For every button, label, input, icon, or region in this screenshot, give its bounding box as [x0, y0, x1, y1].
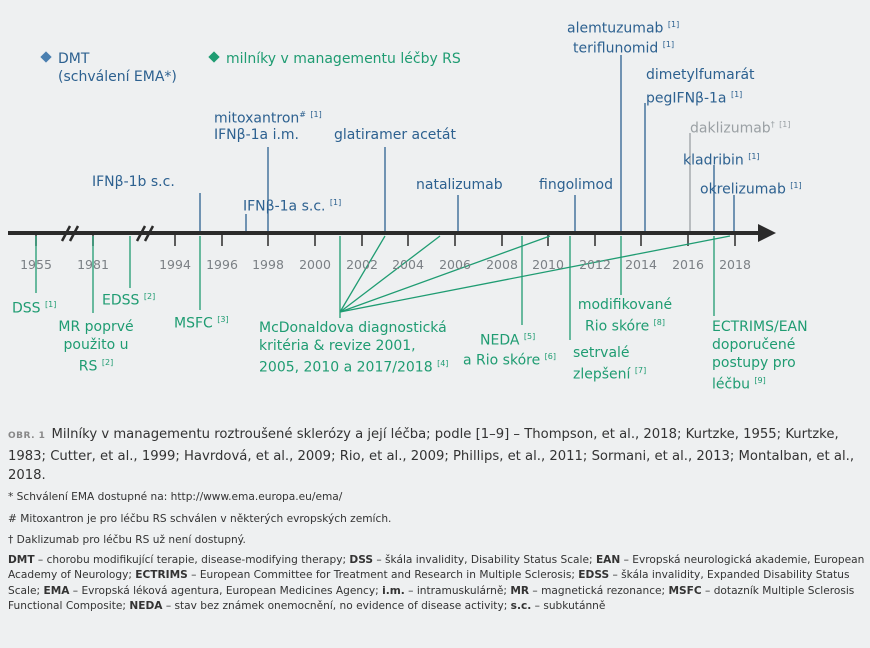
abbr-term: MR [510, 584, 530, 597]
abbr-term: ECTRIMS [135, 569, 188, 582]
year-label: 2000 [299, 257, 331, 272]
label-neda-rio: a Rio skóre [6] [463, 352, 556, 369]
year-label: 2004 [392, 257, 424, 272]
axis-break-1 [60, 225, 80, 242]
abbr-definition: – Evropská léková agentura, European Med… [69, 584, 383, 597]
note-ema: * Schválení EMA dostupné na: http://www.… [8, 491, 343, 503]
abbr-definition: – chorobu modifikující terapie, disease-… [34, 554, 350, 566]
note-daklizumab: † Daklizumab pro léčbu RS už není dostup… [8, 534, 246, 546]
label-ifn-sc: IFNβ-1a s.c. [1] [243, 198, 342, 215]
abbr-term: DSS [349, 554, 373, 566]
abbr-term: s.c. [510, 600, 532, 613]
abbr-term: NEDA [129, 600, 163, 613]
abbr-definition: – dotazník Multiple Sclerosis Functional… [8, 584, 855, 613]
legend-milestones-label: milníky v managementu léčby RS [226, 51, 461, 67]
year-label: 2018 [719, 257, 751, 272]
abbr-definition: – intramuskulárně; [404, 584, 511, 597]
abbr-definition: – Evropská neurologická akademie, Europe… [8, 554, 865, 582]
label-ifn1b: IFNβ-1b s.c. [92, 174, 175, 190]
diamond-icon [208, 51, 220, 63]
label-kladribin: kladribin [1] [683, 152, 760, 169]
label-dimetylfumarat: dimetylfumarát [646, 67, 755, 83]
year-ticks [35, 235, 736, 246]
abbreviations: DMT – chorobu modifikující terapie, dise… [8, 553, 866, 615]
abbr-definition: – subkutánně [531, 600, 606, 613]
label-natalizumab: natalizumab [416, 177, 503, 193]
label-mr: MR poprvé použito u RS [2] [58, 319, 134, 375]
label-mcdonald: McDonaldova diagnostická kritéria & revi… [259, 320, 449, 376]
label-dss: DSS [1] [12, 300, 57, 317]
abbr-definition: – European Committee for Treatment and R… [187, 569, 579, 582]
label-ifn-im: IFNβ-1a i.m. [214, 127, 300, 143]
legend-milestones: milníky v managementu léčby RS [208, 50, 461, 68]
label-daklizumab: daklizumab† [1] [690, 120, 791, 137]
year-label: 2012 [579, 257, 611, 272]
label-fingolimod: fingolimod [539, 177, 614, 193]
label-ectrims: ECTRIMS/EAN doporučené postupy pro léčbu… [712, 319, 808, 393]
figure-caption: OBR. 1 Milníky v managementu roztroušené … [8, 425, 864, 486]
note-mitoxantron: # Mitoxantron je pro léčbu RS schválen v… [8, 513, 392, 525]
abbr-term: MSFC [668, 584, 702, 597]
year-label: 2002 [346, 257, 378, 272]
abbr-term: EMA [43, 584, 70, 597]
label-teriflunomid: teriflunomid [1] [573, 40, 675, 57]
year-label: 1994 [159, 257, 191, 272]
legend-dmt-sublabel: (schválení EMA*) [58, 69, 177, 85]
caption-text: Milníky v managementu roztroušené skleró… [8, 427, 855, 483]
legend-dmt-label: DMT [58, 51, 90, 67]
year-label: 2010 [532, 257, 564, 272]
abbr-definition: – stav bez známek onemocnění, no evidenc… [162, 600, 511, 613]
year-label: 1998 [252, 257, 284, 272]
year-label: 2008 [486, 257, 518, 272]
year-label: 1981 [77, 257, 109, 272]
year-label: 2016 [672, 257, 704, 272]
timeline-graphic [8, 55, 776, 340]
abbr-definition: – škála invalidity, Disability Status Sc… [372, 554, 596, 566]
label-modified-rio: modifikované Rio skóre [8] [577, 297, 673, 335]
label-setrvale: setrvalé zlepšení [7] [573, 345, 647, 383]
abbr-term: i.m. [382, 584, 405, 597]
label-alemtuzumab: alemtuzumab [1] [567, 20, 680, 37]
abbr-term: EAN [595, 554, 621, 566]
caption-label: OBR. 1 [8, 431, 46, 441]
abbr-term: DMT [8, 554, 35, 566]
label-msfc: MSFC [3] [174, 315, 229, 332]
year-label: 1996 [206, 257, 238, 272]
milestone-connectors [35, 235, 731, 340]
year-label: 2014 [625, 257, 657, 272]
year-label: 2006 [439, 257, 471, 272]
dmt-connectors [199, 55, 735, 231]
diamond-icon [40, 51, 52, 63]
label-pegifn: pegIFNβ-1a [1] [646, 90, 743, 107]
axis-arrowhead [758, 224, 776, 242]
legend-dmt: DMT (schválení EMA*) [40, 50, 177, 86]
abbr-term: EDSS [578, 569, 610, 582]
label-edss: EDSS [2] [102, 292, 156, 309]
abbr-definition: – magnetická rezonance; [529, 584, 669, 597]
label-neda: NEDA [5] [480, 332, 536, 349]
abbr-definition: – škála invalidity, Expanded Disability … [8, 569, 850, 597]
label-okrelizumab: okrelizumab [1] [700, 181, 802, 198]
label-glatiramer: glatiramer acetát [334, 127, 456, 143]
label-mitoxantron: mitoxantron# [1] [214, 110, 322, 127]
year-label: 1955 [20, 257, 52, 272]
axis-break-2 [135, 225, 155, 242]
